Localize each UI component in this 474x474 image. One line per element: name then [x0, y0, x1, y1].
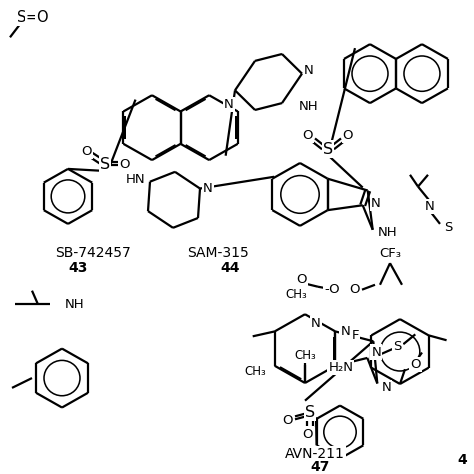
Text: O: O: [297, 273, 307, 286]
Text: N: N: [203, 182, 213, 195]
Text: CH₃: CH₃: [244, 365, 266, 378]
Text: S: S: [323, 142, 333, 157]
Text: O: O: [303, 129, 313, 142]
Text: N: N: [425, 200, 435, 213]
Text: SAM-315: SAM-315: [187, 246, 249, 260]
Text: S: S: [305, 405, 315, 420]
Text: S: S: [393, 340, 401, 353]
Text: CH₃: CH₃: [294, 349, 316, 362]
Text: N: N: [311, 317, 320, 330]
Text: -O: -O: [324, 283, 340, 296]
Text: H₂N: H₂N: [328, 361, 354, 374]
Text: O: O: [82, 145, 92, 158]
Text: CH₃: CH₃: [285, 288, 307, 301]
Text: O: O: [350, 283, 360, 296]
Text: N: N: [304, 64, 314, 77]
Text: NH: NH: [65, 298, 85, 311]
Text: NH: NH: [378, 226, 397, 239]
Text: HN: HN: [126, 173, 145, 186]
Text: N: N: [371, 346, 381, 358]
Text: N: N: [340, 325, 350, 338]
Text: O: O: [303, 428, 313, 440]
Text: O: O: [36, 10, 48, 25]
Text: SB-742457: SB-742457: [55, 246, 131, 260]
Text: S: S: [100, 157, 110, 173]
Text: 4: 4: [457, 453, 467, 466]
Text: O: O: [120, 158, 130, 172]
Text: AVN-211: AVN-211: [285, 447, 345, 461]
Text: CF₃: CF₃: [379, 247, 401, 260]
Text: N: N: [381, 381, 391, 394]
Text: S: S: [444, 221, 452, 234]
Text: =: =: [26, 10, 38, 25]
Text: O: O: [410, 358, 420, 371]
Text: S: S: [18, 10, 27, 25]
Text: NH: NH: [299, 100, 319, 112]
Text: 47: 47: [310, 460, 330, 474]
Text: 43: 43: [68, 261, 87, 275]
Text: N: N: [224, 98, 234, 111]
Text: O: O: [283, 414, 293, 427]
Text: F: F: [352, 329, 359, 342]
Text: N: N: [371, 197, 381, 210]
Text: 44: 44: [220, 261, 240, 275]
Text: O: O: [343, 129, 353, 142]
